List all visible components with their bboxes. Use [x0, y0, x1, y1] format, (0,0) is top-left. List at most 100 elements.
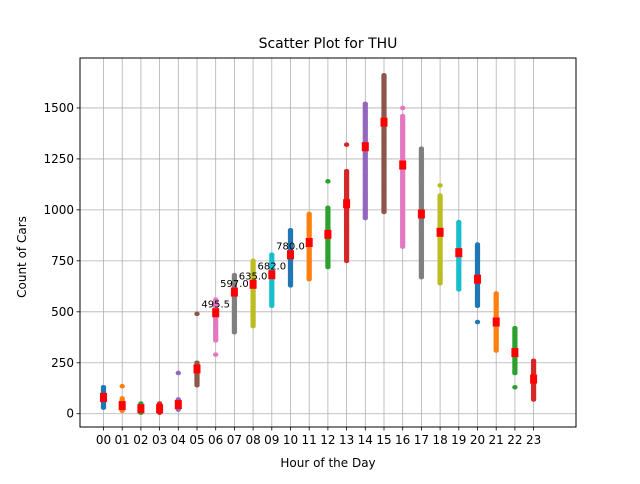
data-point [194, 360, 200, 366]
x-tick-label: 07 [227, 433, 242, 447]
median-marker [380, 117, 388, 127]
median-marker [249, 279, 257, 289]
data-point-outlier [512, 384, 518, 390]
median-annotation: 635.0 [239, 271, 268, 282]
data-point-outlier [213, 352, 219, 357]
median-marker [137, 404, 145, 414]
x-tick-label: 09 [264, 433, 279, 447]
median-annotation: 780.0 [276, 242, 305, 253]
data-point [269, 252, 275, 258]
median-marker [530, 374, 538, 384]
data-point-outlier [194, 311, 200, 317]
data-point [512, 325, 518, 331]
x-tick-label: 13 [339, 433, 354, 447]
data-point [287, 227, 294, 233]
data-point [530, 358, 537, 364]
data-point [381, 73, 387, 78]
median-marker [474, 274, 481, 284]
median-layer [100, 117, 538, 414]
data-point [306, 211, 312, 217]
x-tick-label: 14 [358, 433, 373, 447]
median-marker [492, 317, 500, 327]
data-point [343, 168, 350, 174]
median-annotation: 495.5 [201, 300, 230, 311]
median-marker [100, 392, 107, 402]
data-point [119, 396, 125, 401]
data-point [362, 101, 368, 107]
median-marker [399, 160, 407, 170]
median-marker [361, 142, 369, 152]
median-marker [156, 404, 164, 414]
x-tick-label: 20 [470, 433, 485, 447]
data-point-outlier [474, 319, 481, 325]
x-tick-label: 00 [96, 433, 111, 447]
data-point-outlier [175, 370, 181, 376]
median-marker [118, 401, 126, 411]
data-point-outlier [400, 105, 406, 111]
data-point-outlier [343, 142, 350, 147]
data-point-outlier [437, 183, 443, 188]
y-tick-label: 750 [51, 254, 74, 268]
x-tick-label: 04 [171, 433, 186, 447]
median-marker [268, 270, 276, 280]
data-point [456, 219, 462, 225]
x-tick-label: 10 [283, 433, 298, 447]
x-tick-label: 12 [320, 433, 335, 447]
median-marker [230, 287, 238, 297]
x-tick-label: 08 [245, 433, 260, 447]
median-marker [417, 209, 425, 219]
data-point [213, 297, 219, 302]
chart-title: Scatter Plot for THU [259, 36, 398, 52]
x-tick-label: 01 [115, 433, 130, 447]
median-annotation: 597.0 [220, 279, 249, 290]
x-tick-label: 11 [302, 433, 317, 447]
median-marker [193, 364, 201, 374]
data-point-outlier [119, 383, 125, 389]
x-tick-label: 22 [507, 433, 522, 447]
median-marker [287, 250, 294, 260]
x-tick-label: 02 [133, 433, 148, 447]
y-tick-label: 1250 [43, 152, 74, 166]
median-marker [343, 199, 351, 209]
x-tick-label: 06 [208, 433, 223, 447]
x-tick-label: 16 [395, 433, 410, 447]
x-tick-label: 23 [526, 433, 541, 447]
data-point [325, 205, 331, 211]
median-marker [212, 308, 220, 318]
ticks-layer: 00 01 02 03 04 05 06 07 08 09 10 11 12 13 14 15 16 17 18 19… [43, 101, 541, 447]
data-point [250, 258, 256, 264]
x-axis-label: Hour of the Day [280, 456, 375, 470]
median-marker [174, 400, 182, 410]
x-tick-label: 21 [489, 433, 504, 447]
x-tick-label: 03 [152, 433, 167, 447]
data-point [437, 193, 443, 198]
data-point [400, 113, 406, 119]
x-tick-label: 05 [189, 433, 204, 447]
x-tick-label: 17 [414, 433, 429, 447]
median-marker [511, 348, 519, 358]
y-axis-label: Count of Cars [15, 216, 29, 298]
y-tick-label: 1500 [43, 101, 74, 115]
median-marker [305, 238, 313, 247]
y-tick-label: 0 [66, 407, 74, 421]
y-tick-label: 250 [51, 356, 74, 370]
median-marker [455, 248, 463, 258]
x-tick-label: 15 [376, 433, 391, 447]
data-point [474, 242, 481, 247]
data-point [231, 272, 238, 278]
data-point [493, 291, 499, 296]
median-annotation: 682.0 [257, 262, 286, 273]
median-marker [436, 227, 444, 237]
data-point-outlier [325, 179, 331, 184]
x-tick-label: 19 [451, 433, 466, 447]
data-point [100, 384, 107, 390]
y-tick-label: 500 [51, 305, 74, 319]
data-point [418, 146, 425, 152]
x-tick-label: 18 [432, 433, 447, 447]
y-tick-label: 1000 [43, 203, 74, 217]
median-marker [324, 229, 332, 239]
